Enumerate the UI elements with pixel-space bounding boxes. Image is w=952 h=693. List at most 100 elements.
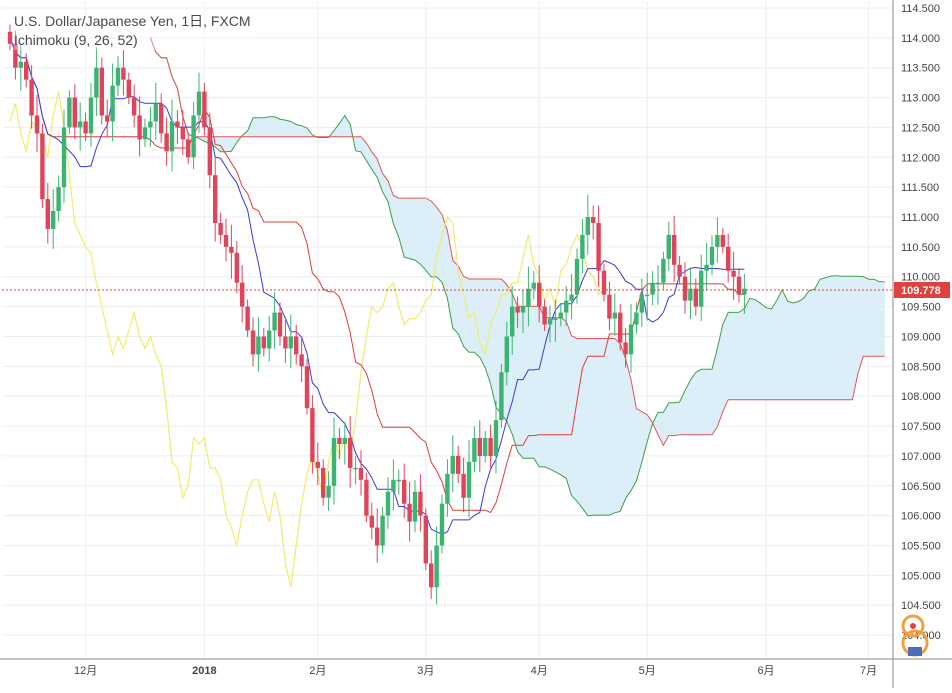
candle-body <box>164 133 169 152</box>
candle-body <box>315 461 320 468</box>
candle-body <box>450 455 455 474</box>
candle-body <box>445 473 450 504</box>
y-tick-label: 107.500 <box>901 421 941 433</box>
candle-body <box>385 491 391 516</box>
y-tick-label: 112.000 <box>901 152 940 164</box>
cloud-fill <box>150 37 885 516</box>
candle-body <box>299 354 304 367</box>
candle-body <box>709 246 715 265</box>
candle-body <box>688 288 693 301</box>
candle-body <box>461 473 466 498</box>
candle-body <box>24 61 29 80</box>
candle-body <box>601 270 607 295</box>
candle-body <box>304 366 310 409</box>
candle-body <box>466 461 472 498</box>
candle-body <box>434 545 439 588</box>
candle-body <box>207 127 212 176</box>
candle-body <box>537 282 542 307</box>
indicator-label[interactable]: Ichimoku (9, 26, 52) <box>14 32 138 48</box>
candle-body <box>234 252 239 283</box>
candle-body <box>504 336 509 373</box>
candle-body <box>358 467 364 480</box>
x-tick-label: 6月 <box>757 665 774 677</box>
candle-body <box>364 479 369 516</box>
watermark-badge <box>901 614 929 657</box>
x-tick-label: 12月 <box>74 665 97 677</box>
x-tick-label: 5月 <box>639 665 656 677</box>
candle-body <box>137 115 142 140</box>
candle-body <box>596 222 601 271</box>
candle-body <box>483 438 488 456</box>
candle-body <box>132 97 137 116</box>
candle-body <box>558 312 563 319</box>
last-price-label: 109.778 <box>901 285 941 297</box>
y-tick-label: 111.500 <box>901 182 939 194</box>
candle-body <box>213 175 218 223</box>
candle-body <box>499 372 504 421</box>
y-tick-label: 113.500 <box>901 63 940 75</box>
y-tick-label: 110.500 <box>901 242 940 254</box>
candle-body <box>402 479 407 504</box>
last-price-line: 109.778 <box>2 282 950 299</box>
candle-body <box>240 282 245 307</box>
candle-body <box>169 121 175 152</box>
candle-body <box>180 127 185 140</box>
candle-body <box>407 503 412 522</box>
candle-body <box>715 234 720 247</box>
candle-body <box>456 455 461 474</box>
candle-body <box>704 264 709 271</box>
y-tick-label: 106.500 <box>901 481 941 493</box>
candle-body <box>288 336 293 349</box>
candle-body <box>61 127 67 188</box>
y-tick-label: 105.500 <box>901 541 941 553</box>
y-tick-label: 105.000 <box>901 570 941 582</box>
candle-body <box>196 91 202 116</box>
candle-body <box>515 306 520 313</box>
x-tick-label: 4月 <box>531 665 548 677</box>
candle-body <box>510 306 515 337</box>
candle-body <box>585 217 590 235</box>
candle-body <box>580 234 585 259</box>
y-tick-label: 109.500 <box>901 302 941 314</box>
candle-body <box>531 282 536 289</box>
y-tick-label: 113.000 <box>901 93 940 105</box>
candle-body <box>493 420 499 456</box>
candle-body <box>666 234 671 259</box>
y-tick-label: 114.000 <box>901 33 940 45</box>
candle-body <box>412 491 418 522</box>
candle-body <box>342 438 347 444</box>
candle-body <box>110 85 115 122</box>
candle-body <box>661 258 666 283</box>
candle-body <box>121 67 126 80</box>
candle-body <box>650 282 655 295</box>
candle-body <box>542 306 547 325</box>
candle-body <box>607 294 612 319</box>
candle-body <box>148 121 153 128</box>
candle-body <box>142 127 148 140</box>
candle-body <box>153 103 158 122</box>
y-tick-label: 108.500 <box>901 361 941 373</box>
y-tick-label: 114.500 <box>901 3 940 15</box>
candle-body <box>623 342 628 355</box>
candle-body <box>202 91 207 128</box>
candle-body <box>191 115 196 158</box>
candle-body <box>520 306 526 313</box>
y-tick-label: 112.500 <box>901 122 940 134</box>
x-tick-label: 2月 <box>309 665 326 677</box>
candle-body <box>591 217 596 223</box>
candle-body <box>726 246 731 271</box>
candle-body <box>628 324 634 355</box>
candle-body <box>294 336 299 355</box>
candle-body <box>283 336 288 349</box>
candle-body <box>612 312 617 319</box>
chart-legend: U.S. Dollar/Japanese Yen, 1日, FXCM Ichim… <box>14 12 251 50</box>
candle-body <box>34 115 40 134</box>
candle-body <box>83 121 88 134</box>
candle-body <box>321 467 326 498</box>
candle-body <box>677 264 682 277</box>
y-tick-label: 109.000 <box>901 331 941 343</box>
candle-body <box>105 115 110 122</box>
chikou-span-line <box>9 91 605 588</box>
